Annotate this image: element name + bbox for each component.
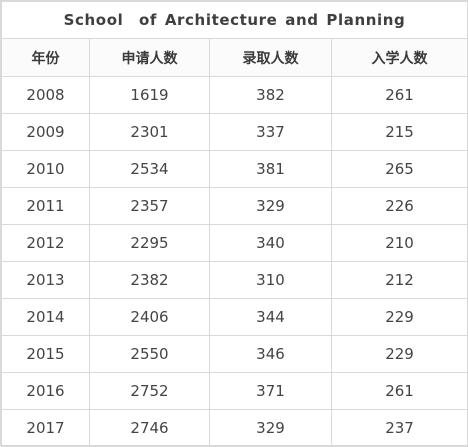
cell-year: 2015 — [1, 335, 90, 373]
cell-year: 2012 — [1, 224, 90, 262]
cell-admitted: 340 — [209, 224, 332, 262]
cell-enrolled: 226 — [330, 187, 468, 225]
cell-enrolled: 212 — [330, 261, 468, 299]
cell-admitted: 371 — [209, 372, 332, 410]
cell-admitted: 381 — [209, 150, 332, 188]
cell-applicants: 2406 — [89, 298, 210, 336]
cell-enrolled: 215 — [330, 113, 468, 151]
table-row: 2013 2382 310 212 — [1, 261, 468, 299]
cell-applicants: 2746 — [89, 409, 210, 447]
cell-enrolled: 261 — [330, 76, 468, 114]
cell-enrolled: 210 — [330, 224, 468, 262]
cell-admitted: 382 — [209, 76, 332, 114]
table-row: 2015 2550 346 229 — [1, 335, 468, 373]
cell-admitted: 344 — [209, 298, 332, 336]
table-row: 2017 2746 329 237 — [1, 409, 468, 447]
cell-applicants: 2382 — [89, 261, 210, 299]
cell-applicants: 2357 — [89, 187, 210, 225]
table-title-row: School of Architecture and Planning — [0, 1, 468, 39]
cell-applicants: 2301 — [89, 113, 210, 151]
cell-year: 2009 — [1, 113, 90, 151]
table-row: 2016 2752 371 261 — [1, 372, 468, 410]
cell-applicants: 2295 — [89, 224, 210, 262]
cell-enrolled: 237 — [330, 409, 468, 447]
cell-year: 2011 — [1, 187, 90, 225]
cell-admitted: 329 — [209, 409, 332, 447]
cell-admitted: 346 — [209, 335, 332, 373]
cell-enrolled: 265 — [330, 150, 468, 188]
cell-applicants: 2550 — [89, 335, 210, 373]
cell-enrolled: 229 — [330, 335, 468, 373]
table-row: 2010 2534 381 265 — [1, 150, 468, 188]
cell-admitted: 329 — [209, 187, 332, 225]
header-enrolled: 入学人数 — [330, 38, 468, 77]
cell-year: 2014 — [1, 298, 90, 336]
cell-year: 2013 — [1, 261, 90, 299]
table-row: 2012 2295 340 210 — [1, 224, 468, 262]
cell-admitted: 337 — [209, 113, 332, 151]
cell-applicants: 1619 — [89, 76, 210, 114]
cell-year: 2017 — [1, 409, 90, 447]
cell-admitted: 310 — [209, 261, 332, 299]
table-body: 2008 1619 382 261 2009 2301 337 215 2010… — [1, 76, 468, 447]
cell-enrolled: 261 — [330, 372, 468, 410]
cell-year: 2010 — [1, 150, 90, 188]
table-title: School of Architecture and Planning — [0, 1, 468, 39]
table-row: 2014 2406 344 229 — [1, 298, 468, 336]
cell-enrolled: 229 — [330, 298, 468, 336]
header-year: 年份 — [1, 38, 90, 77]
table-header-row: 年份 申请人数 录取人数 入学人数 — [1, 38, 468, 77]
table-row: 2008 1619 382 261 — [1, 76, 468, 114]
cell-applicants: 2534 — [89, 150, 210, 188]
cell-year: 2016 — [1, 372, 90, 410]
header-admitted: 录取人数 — [209, 38, 332, 77]
cell-year: 2008 — [1, 76, 90, 114]
cell-applicants: 2752 — [89, 372, 210, 410]
table-row: 2011 2357 329 226 — [1, 187, 468, 225]
header-applicants: 申请人数 — [89, 38, 210, 77]
table-row: 2009 2301 337 215 — [1, 113, 468, 151]
